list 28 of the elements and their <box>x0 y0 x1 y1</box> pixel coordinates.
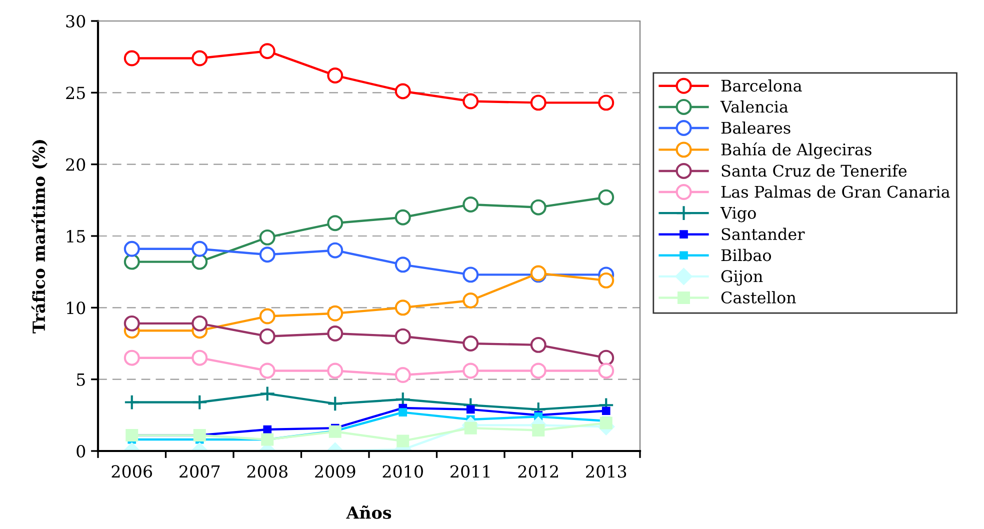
legend-label: Bahía de Algeciras <box>721 142 872 159</box>
x-tick-label: 2008 <box>247 465 288 478</box>
legend-label: Bilbao <box>721 248 772 262</box>
legend-label: Santa Cruz de Tenerife <box>722 164 907 177</box>
y-tick-label: 30 <box>66 14 86 28</box>
x-tick-label: 2009 <box>315 465 356 478</box>
legend-label: Castellon <box>721 291 796 304</box>
x-tick-label: 2006 <box>112 465 152 478</box>
legend-label: Barcelona <box>721 79 802 92</box>
legend-label: Baleares <box>721 121 790 134</box>
y-tick-label: 20 <box>66 158 86 171</box>
legend-label: Santander <box>722 228 805 240</box>
x-tick-label: 2011 <box>450 465 490 478</box>
y-tick-label: 10 <box>67 302 86 314</box>
legend-label: Valencia <box>720 100 788 113</box>
x-tick-label: 2010 <box>382 465 423 478</box>
x-tick-label: 2007 <box>180 465 220 478</box>
x-tick-label: 2013 <box>586 465 626 478</box>
y-tick-label: 5 <box>77 374 85 386</box>
x-tick-label: 2012 <box>518 465 558 478</box>
y-tick-label: 15 <box>67 230 85 243</box>
y-tick-label: 25 <box>66 86 85 100</box>
y-tick-label: 0 <box>76 444 86 458</box>
legend-label: Vigo <box>720 206 756 222</box>
legend-label: Las Palmas de Gran Canaria <box>721 185 950 198</box>
legend-label: Gijon <box>721 270 763 286</box>
y-axis-title: Tráfico marítimo (%) <box>32 140 48 334</box>
x-axis-title: Años <box>346 505 392 519</box>
